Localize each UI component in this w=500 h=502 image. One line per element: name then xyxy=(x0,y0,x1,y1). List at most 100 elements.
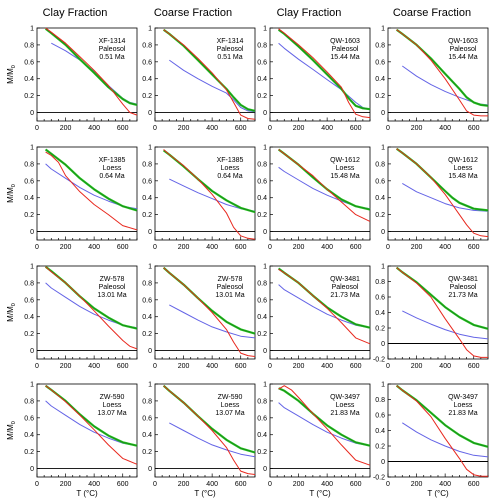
y-tick-label: -0.2 xyxy=(373,475,385,482)
sample-age: 13.01 Ma xyxy=(97,292,126,299)
x-tick-label: 600 xyxy=(350,125,362,132)
y-tick-label: 0 xyxy=(30,229,34,236)
x-tick-label: 600 xyxy=(350,363,362,370)
y-tick-label: 0.8 xyxy=(142,398,152,405)
y-tick-label: 0.8 xyxy=(24,280,34,287)
panel-1-4: 0 0.2 0.4 0.6 0.8 1 0 200 400 600 QW-1603Paleosol1… xyxy=(375,26,489,132)
sample-id: XF-1314 xyxy=(217,38,244,45)
y-tick-label: 1 xyxy=(381,382,385,389)
sample-type: Loess xyxy=(221,165,240,172)
y-tick-label: 0.8 xyxy=(375,279,385,286)
y-tick-label: 0.2 xyxy=(257,331,267,338)
column-title-1: Clay Fraction xyxy=(43,7,108,19)
x-tick-label: 400 xyxy=(206,363,218,370)
x-axis-title: T (°C) xyxy=(309,489,331,498)
sample-age: 21.83 Ma xyxy=(448,410,477,417)
x-tick-label: 400 xyxy=(321,125,333,132)
x-tick-label: 600 xyxy=(235,363,247,370)
y-tick-label: 0.6 xyxy=(257,59,267,66)
y-tick-label: 1 xyxy=(263,382,267,389)
sample-id: XF-1385 xyxy=(217,157,244,164)
x-tick-label: 0 xyxy=(268,481,272,488)
y-tick-label: 0.2 xyxy=(24,449,34,456)
y-tick-label: 0.8 xyxy=(142,42,152,49)
sample-age: 21.83 Ma xyxy=(330,410,359,417)
y-tick-label: 1 xyxy=(148,145,152,152)
y-tick-label: -0.2 xyxy=(373,357,385,364)
y-tick-label: 0.8 xyxy=(375,161,385,168)
x-tick-label: 200 xyxy=(293,363,305,370)
y-tick-label: 0.6 xyxy=(24,297,34,304)
sample-type: Loess xyxy=(454,402,473,409)
panel-2-2: 0 0.2 0.4 0.6 0.8 1 0 200 400 600 XF-1385Loess0.64… xyxy=(142,145,256,251)
panel-1-3: 0 0.2 0.4 0.6 0.8 1 0 200 400 600 QW-1603Paleosol1… xyxy=(257,26,371,132)
x-tick-label: 200 xyxy=(293,125,305,132)
x-tick-label: 600 xyxy=(235,481,247,488)
x-tick-label: 400 xyxy=(321,481,333,488)
sample-id: QW-3497 xyxy=(330,394,360,401)
series-line-red xyxy=(163,29,256,120)
series-line-red xyxy=(45,385,138,465)
y-tick-label: 0.2 xyxy=(24,212,34,219)
y-tick-label: 0.6 xyxy=(375,295,385,302)
x-tick-label: 200 xyxy=(293,481,305,488)
sample-type: Loess xyxy=(221,402,240,409)
y-axis-title: M/M0 xyxy=(6,421,17,440)
sample-id: QW-3497 xyxy=(448,394,478,401)
x-tick-label: 0 xyxy=(35,481,39,488)
sample-id: QW-1612 xyxy=(330,157,360,164)
series-line-green-core xyxy=(45,28,138,106)
series-line-red xyxy=(45,266,138,350)
x-tick-label: 0 xyxy=(268,363,272,370)
sample-type: Loess xyxy=(336,402,355,409)
x-tick-label: 200 xyxy=(411,244,423,251)
y-tick-label: 0.8 xyxy=(24,161,34,168)
y-tick-label: 1 xyxy=(263,145,267,152)
y-tick-label: 0.6 xyxy=(375,413,385,420)
y-axis-title: M/M0 xyxy=(6,303,17,322)
y-tick-label: 0.6 xyxy=(257,178,267,185)
sample-type: Paleosol xyxy=(450,284,477,291)
y-tick-label: 1 xyxy=(30,264,34,271)
y-axis-title: M/M0 xyxy=(6,65,17,84)
y-tick-label: 0 xyxy=(263,466,267,473)
y-tick-label: 0.2 xyxy=(24,93,34,100)
panel-3-1: 0 0.2 0.4 0.6 0.8 1 0 200 400 600 ZW-578Paleosol13… xyxy=(6,264,138,370)
y-tick-label: 0.6 xyxy=(142,415,152,422)
sample-id: QW-3481 xyxy=(330,276,360,283)
series-line-green-core xyxy=(45,266,138,329)
x-tick-label: 400 xyxy=(321,244,333,251)
x-tick-label: 0 xyxy=(153,363,157,370)
y-tick-label: 1 xyxy=(30,26,34,33)
series-line-red xyxy=(396,29,488,117)
sample-type: Loess xyxy=(103,402,122,409)
y-axis-title-subscript: 0 xyxy=(11,184,17,187)
series-line-red xyxy=(396,267,488,358)
series-line-blue xyxy=(402,310,489,340)
sample-age: 0.51 Ma xyxy=(217,54,242,61)
y-tick-label: 1 xyxy=(148,26,152,33)
x-tick-label: 600 xyxy=(117,481,129,488)
sample-id: QW-1603 xyxy=(448,38,478,45)
x-tick-label: 600 xyxy=(235,244,247,251)
x-tick-label: 200 xyxy=(178,125,190,132)
x-tick-label: 400 xyxy=(439,244,451,251)
y-axis-title: M/M0 xyxy=(6,184,17,203)
sample-id: ZW-578 xyxy=(100,276,125,283)
x-axis-title: T (°C) xyxy=(76,489,98,498)
y-tick-label: 0.2 xyxy=(375,444,385,451)
x-tick-label: 0 xyxy=(153,125,157,132)
x-tick-label: 600 xyxy=(350,244,362,251)
x-tick-label: 400 xyxy=(439,481,451,488)
column-title-2: Coarse Fraction xyxy=(154,7,232,19)
x-tick-label: 600 xyxy=(468,481,480,488)
sample-id: ZW-590 xyxy=(218,394,243,401)
series-line-blue xyxy=(402,422,489,458)
panel-4-4: -0.200.20.40.60.810 200 400 600QW-3497Loess… xyxy=(373,382,489,498)
sample-id: ZW-578 xyxy=(218,276,243,283)
y-tick-label: 0.8 xyxy=(257,161,267,168)
y-tick-label: 0.8 xyxy=(257,42,267,49)
panel-3-3: 0 0.2 0.4 0.6 0.8 1 0 200 400 600 QW-3481Paleosol2… xyxy=(257,264,371,370)
series-line-blue xyxy=(278,402,371,447)
x-tick-label: 0 xyxy=(268,244,272,251)
